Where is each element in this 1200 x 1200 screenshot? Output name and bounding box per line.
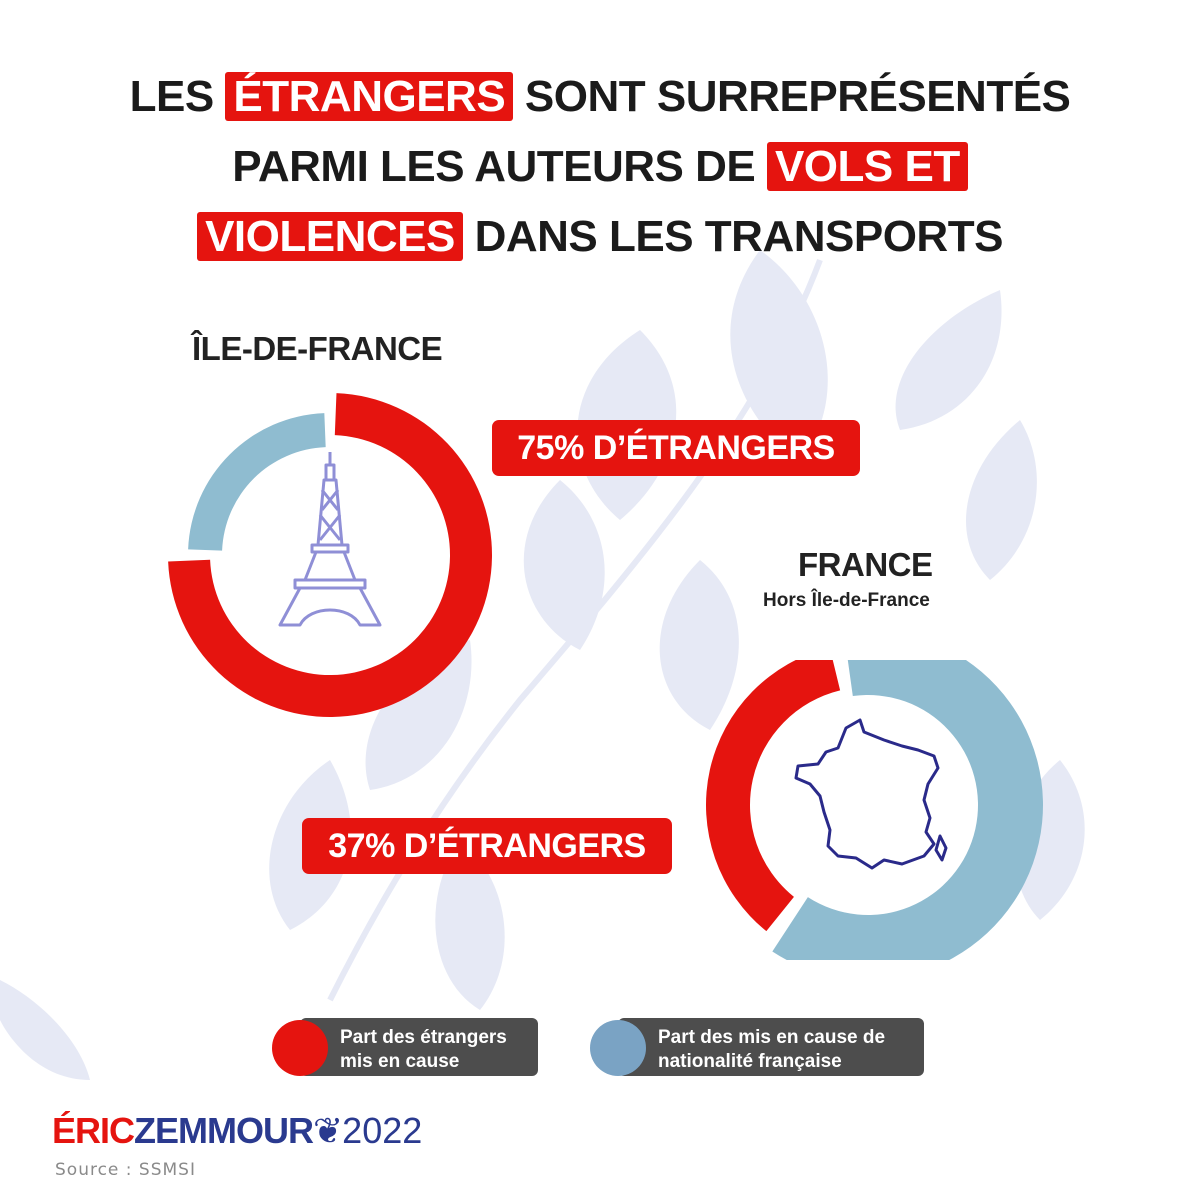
chart-france-title: FRANCE (798, 546, 933, 583)
donut-slice-foreign (706, 660, 841, 932)
chart-france-subtitle: Hors Île-de-France (763, 590, 930, 611)
donut-slice-french (188, 413, 326, 551)
chart-idf-label: 75% D’ÉTRANGERS (492, 420, 860, 476)
title-highlight-violences: VIOLENCES (197, 212, 463, 261)
legend-item-french: Part des mis en cause de nationalité fra… (618, 1018, 924, 1076)
legend-dot-foreign (272, 1020, 328, 1076)
laurel-icon: ❦ (313, 1110, 343, 1151)
donut-slice-foreign (168, 393, 492, 717)
legend-label-foreign: Part des étrangers mis en cause (340, 1027, 507, 1072)
brand-logo: ÉRICZEMMOUR❦2022 (52, 1110, 423, 1151)
france-map-icon (794, 718, 948, 870)
donut-slice-french (772, 660, 1043, 960)
title-highlight-etrangers: ÉTRANGERS (225, 72, 514, 121)
legend-label-french: Part des mis en cause de nationalité fra… (658, 1027, 886, 1072)
donut-chart-idf (168, 393, 492, 717)
source-note: Source : SSMSI (55, 1160, 196, 1180)
page-title: LES ÉTRANGERS SONT SURREPRÉSENTÉS PARMI … (129, 72, 1071, 261)
chart-france-label: 37% D’ÉTRANGERS (302, 818, 672, 874)
legend-dot-french (590, 1020, 646, 1076)
donut-chart-france (706, 660, 1043, 960)
legend-item-foreign: Part des étrangers mis en cause (300, 1018, 538, 1076)
title-highlight-vols: VOLS ET (766, 142, 968, 191)
chart-idf-title: ÎLE-DE-FRANCE (192, 330, 443, 367)
eiffel-tower-icon (278, 452, 382, 627)
